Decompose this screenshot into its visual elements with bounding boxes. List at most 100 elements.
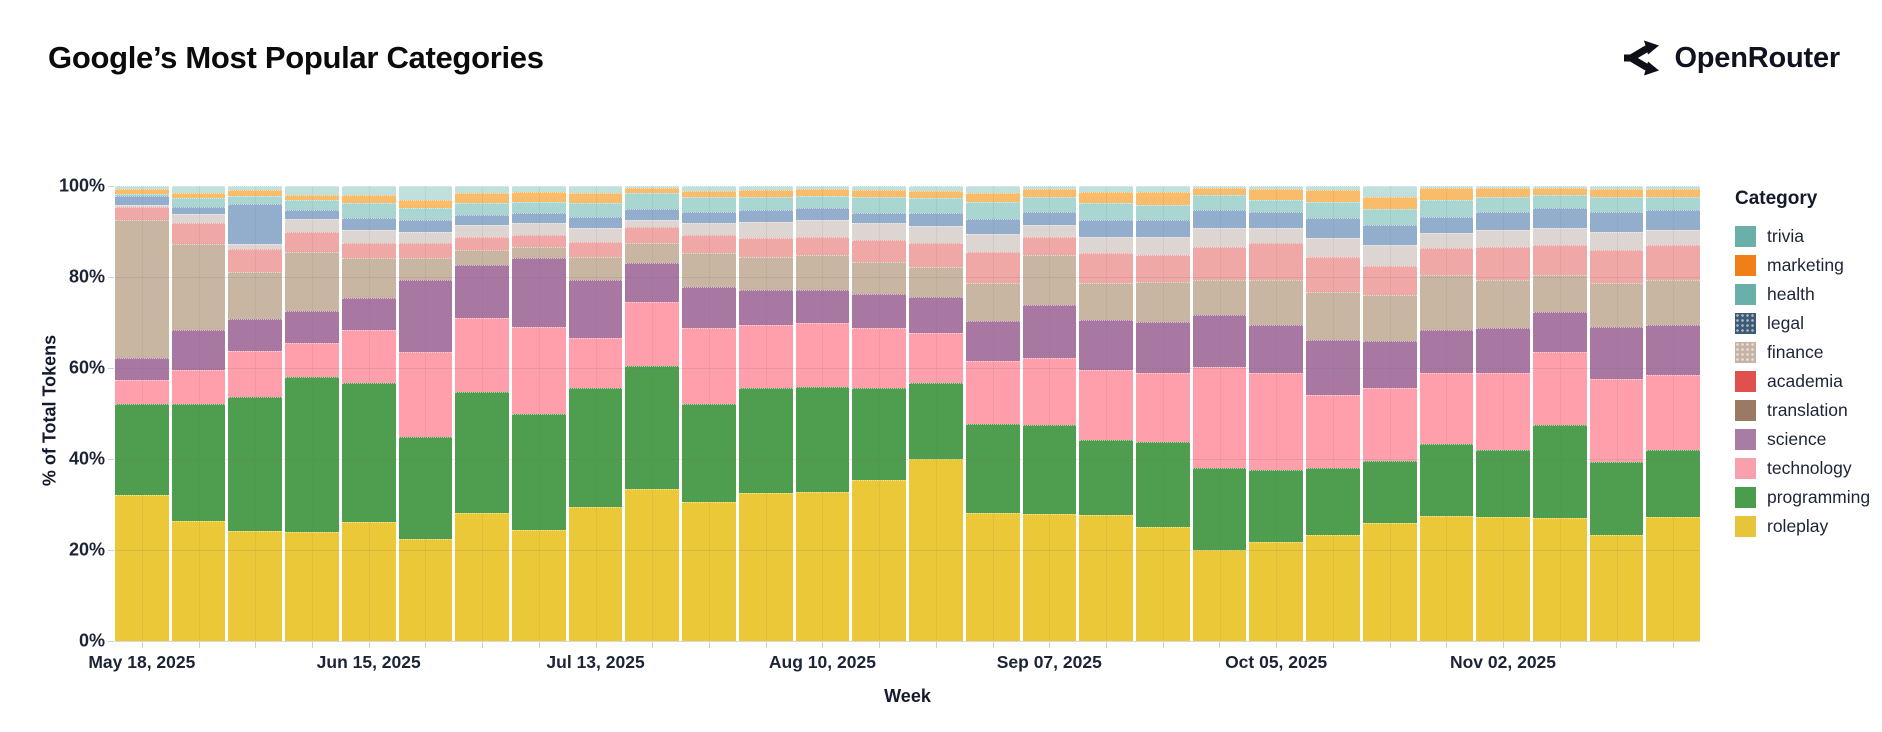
bar-segment-technology[interactable] [852,328,907,389]
bar-segment-marketing[interactable] [852,190,907,197]
bar-segment-finance[interactable] [341,230,396,244]
bar-segment-finance[interactable] [1022,225,1077,237]
bar-segment-marketing[interactable] [115,189,169,194]
bar-segment-technology[interactable] [1306,394,1360,469]
bar-segment-legal[interactable] [512,213,566,224]
bar-segment-marketing[interactable] [512,191,566,202]
bar-segment-finance[interactable] [625,219,680,227]
bar-segment-marketing[interactable] [341,195,396,204]
bar-segment-technology[interactable] [1476,373,1530,450]
bar-segment-roleplay[interactable] [738,493,793,641]
bar-segment-trivia[interactable] [1192,186,1247,189]
bar-segment-finance[interactable] [512,223,566,236]
bar-segment-technology[interactable] [568,338,623,389]
bar-segment-roleplay[interactable] [1646,516,1701,641]
bar-segment-finance[interactable] [1646,230,1701,246]
bar-segment-technology[interactable] [1192,366,1247,469]
bar-segment-health[interactable] [738,196,793,211]
bar-segment-trivia[interactable] [1135,186,1190,192]
bar-segment-trivia[interactable] [852,186,907,191]
bar-segment-legal[interactable] [795,208,850,221]
bar-segment-roleplay[interactable] [1022,513,1077,641]
bar-segment-science[interactable] [738,290,793,326]
bar-segment-roleplay[interactable] [625,488,680,641]
bar-segment-trivia[interactable] [398,186,453,200]
bar-segment-health[interactable] [398,207,453,221]
bar-segment-technology[interactable] [682,328,736,404]
bar-segment-finance[interactable] [738,221,793,239]
bar-segment-technology[interactable] [1079,370,1133,440]
bar-segment-programming[interactable] [228,396,283,531]
bar-segment-science[interactable] [1419,330,1474,374]
bar-segment-legal[interactable] [1419,216,1474,234]
bar-segment-translation[interactable] [625,242,680,264]
bar-segment-technology[interactable] [1646,375,1701,450]
bar-segment-translation[interactable] [1419,275,1474,331]
bar-segment-health[interactable] [115,193,169,196]
bar-segment-academia[interactable] [228,248,283,272]
bar-segment-finance[interactable] [1589,231,1644,251]
bar-segment-academia[interactable] [738,238,793,257]
bar-segment-science[interactable] [341,298,396,331]
bar-segment-science[interactable] [1022,305,1077,359]
bar-segment-programming[interactable] [1589,461,1644,535]
bar-segment-programming[interactable] [568,388,623,507]
bar-segment-translation[interactable] [1306,291,1360,341]
bar-segment-trivia[interactable] [455,186,510,194]
bar-segment-science[interactable] [909,296,963,334]
bar-segment-trivia[interactable] [682,186,736,191]
bar-segment-academia[interactable] [1646,245,1701,281]
bar-segment-health[interactable] [1646,197,1701,211]
bar-segment-roleplay[interactable] [1362,522,1417,641]
bar-segment-legal[interactable] [625,208,680,220]
bar-segment-marketing[interactable] [965,193,1020,203]
bar-segment-marketing[interactable] [171,192,226,199]
bar-segment-finance[interactable] [1249,228,1304,244]
bar-segment-trivia[interactable] [512,186,566,192]
bar-segment-health[interactable] [285,199,339,210]
bar-segment-finance[interactable] [795,220,850,237]
bar-segment-translation[interactable] [228,271,283,320]
bar-segment-marketing[interactable] [795,189,850,197]
bar-segment-roleplay[interactable] [852,479,907,641]
bar-segment-trivia[interactable] [1476,186,1530,189]
bar-segment-science[interactable] [1192,315,1247,367]
bar-segment-science[interactable] [512,258,566,327]
bar-segment-roleplay[interactable] [682,501,736,641]
bar-segment-science[interactable] [1532,311,1587,352]
bar-segment-finance[interactable] [1135,236,1190,256]
bar-segment-health[interactable] [1476,197,1530,212]
bar-segment-technology[interactable] [228,351,283,397]
bar-segment-legal[interactable] [568,216,623,229]
bar-segment-academia[interactable] [285,232,339,253]
bar-segment-legal[interactable] [455,215,510,226]
bar-segment-trivia[interactable] [625,186,680,189]
bar-segment-health[interactable] [852,196,907,213]
bar-segment-trivia[interactable] [1306,186,1360,191]
bar-segment-legal[interactable] [1532,208,1587,229]
bar-segment-science[interactable] [682,286,736,329]
bar-segment-legal[interactable] [228,204,283,245]
bar-segment-science[interactable] [965,320,1020,361]
bar-segment-roleplay[interactable] [1079,514,1133,641]
bar-segment-finance[interactable] [285,218,339,233]
bar-segment-science[interactable] [852,293,907,329]
bar-segment-science[interactable] [625,263,680,303]
bar-segment-legal[interactable] [965,219,1020,235]
bar-segment-roleplay[interactable] [398,538,453,641]
bar-segment-roleplay[interactable] [228,530,283,641]
bar-segment-academia[interactable] [1135,255,1190,282]
bar-segment-roleplay[interactable] [115,494,169,641]
bar-segment-academia[interactable] [1589,250,1644,284]
bar-segment-science[interactable] [1362,340,1417,389]
bar-segment-trivia[interactable] [568,186,623,194]
bar-segment-translation[interactable] [1192,280,1247,316]
bar-segment-finance[interactable] [852,223,907,241]
bar-segment-finance[interactable] [171,214,226,224]
bar-segment-legal[interactable] [1476,211,1530,231]
bar-segment-finance[interactable] [1532,228,1587,246]
bar-segment-programming[interactable] [1306,468,1360,535]
bar-segment-finance[interactable] [115,204,169,207]
bar-segment-translation[interactable] [852,262,907,294]
bar-segment-technology[interactable] [285,342,339,377]
